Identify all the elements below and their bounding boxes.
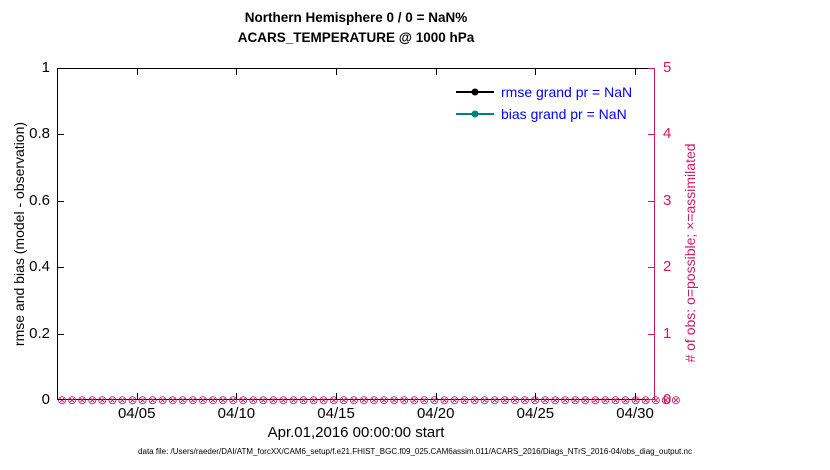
right-axis-spine [654,68,655,400]
left-axis-label: rmse and bias (model - observation) [11,121,27,347]
legend-label: rmse grand pr = NaN [501,84,633,100]
legend-item: rmse grand pr = NaN [456,81,632,103]
x-tick-mark [635,393,637,399]
x-tick-mark [535,393,537,399]
left-tick-mark [58,267,64,269]
chart-title-line2: ACARS_TEMPERATURE @ 1000 hPa [237,30,475,45]
right-tick-label: 3 [663,191,672,209]
right-tick-mark [648,200,654,202]
left-tick-mark [58,333,64,335]
x-tick-mark [435,393,437,399]
x-tick-mark-top [635,69,637,75]
x-tick-label: 04/10 [217,405,256,422]
x-axis-label: Apr.01,2016 00:00:00 start [267,424,445,441]
right-tick-label: 4 [663,125,672,143]
x-tick-mark-top [136,69,138,75]
x-tick-mark [336,393,338,399]
left-tick-label: 0.4 [29,258,50,276]
x-tick-mark-top [535,69,537,75]
left-tick-mark [58,68,64,69]
right-tick-label: 2 [663,258,672,276]
legend-label: bias grand pr = NaN [501,106,627,122]
right-tick-mark [648,267,654,269]
x-tick-mark-top [336,69,338,75]
x-tick-mark-top [435,69,437,75]
x-tick-label: 04/20 [416,405,455,422]
x-tick-label: 04/15 [317,405,355,422]
x-tick-mark-top [236,69,238,75]
x-tick-label: 04/25 [516,405,555,422]
plot-area [57,68,655,400]
x-tick-mark [236,393,238,399]
right-tick-mark [648,68,654,69]
left-tick-label: 0.2 [29,324,50,342]
legend-line-sample [456,88,494,96]
right-tick-mark [648,399,654,400]
x-tick-label: 04/05 [117,405,156,422]
right-tick-label: 1 [663,324,672,342]
left-tick-label: 0.8 [29,125,50,143]
right-tick-label: 0 [663,391,672,408]
data-file-path: data file: /Users/raeder/DAI/ATM_forcXX/… [138,447,692,456]
legend-line-sample [456,110,494,118]
legend-marker-icon [471,110,479,118]
chart-title: Northern Hemisphere 0 / 0 = NaN% ACARS_T… [57,8,655,48]
left-tick-mark [58,399,64,400]
left-tick-label: 0.6 [29,191,50,209]
legend-item: bias grand pr = NaN [456,103,632,125]
left-tick-mark [58,200,64,202]
left-tick-mark [58,134,64,136]
left-tick-label: 0 [41,391,50,408]
chart-title-line1: Northern Hemisphere 0 / 0 = NaN% [244,10,468,25]
x-tick-label: 04/30 [616,405,654,422]
left-tick-label: 1 [41,59,50,76]
x-tick-mark [136,393,138,399]
right-axis-label: # of obs: o=possible; ×=assimilated [682,143,698,363]
legend-marker-icon [471,88,479,96]
right-tick-mark [648,134,654,136]
right-tick-mark [648,333,654,335]
right-tick-label: 5 [663,59,672,76]
legend: rmse grand pr = NaN bias grand pr = NaN [456,81,632,125]
